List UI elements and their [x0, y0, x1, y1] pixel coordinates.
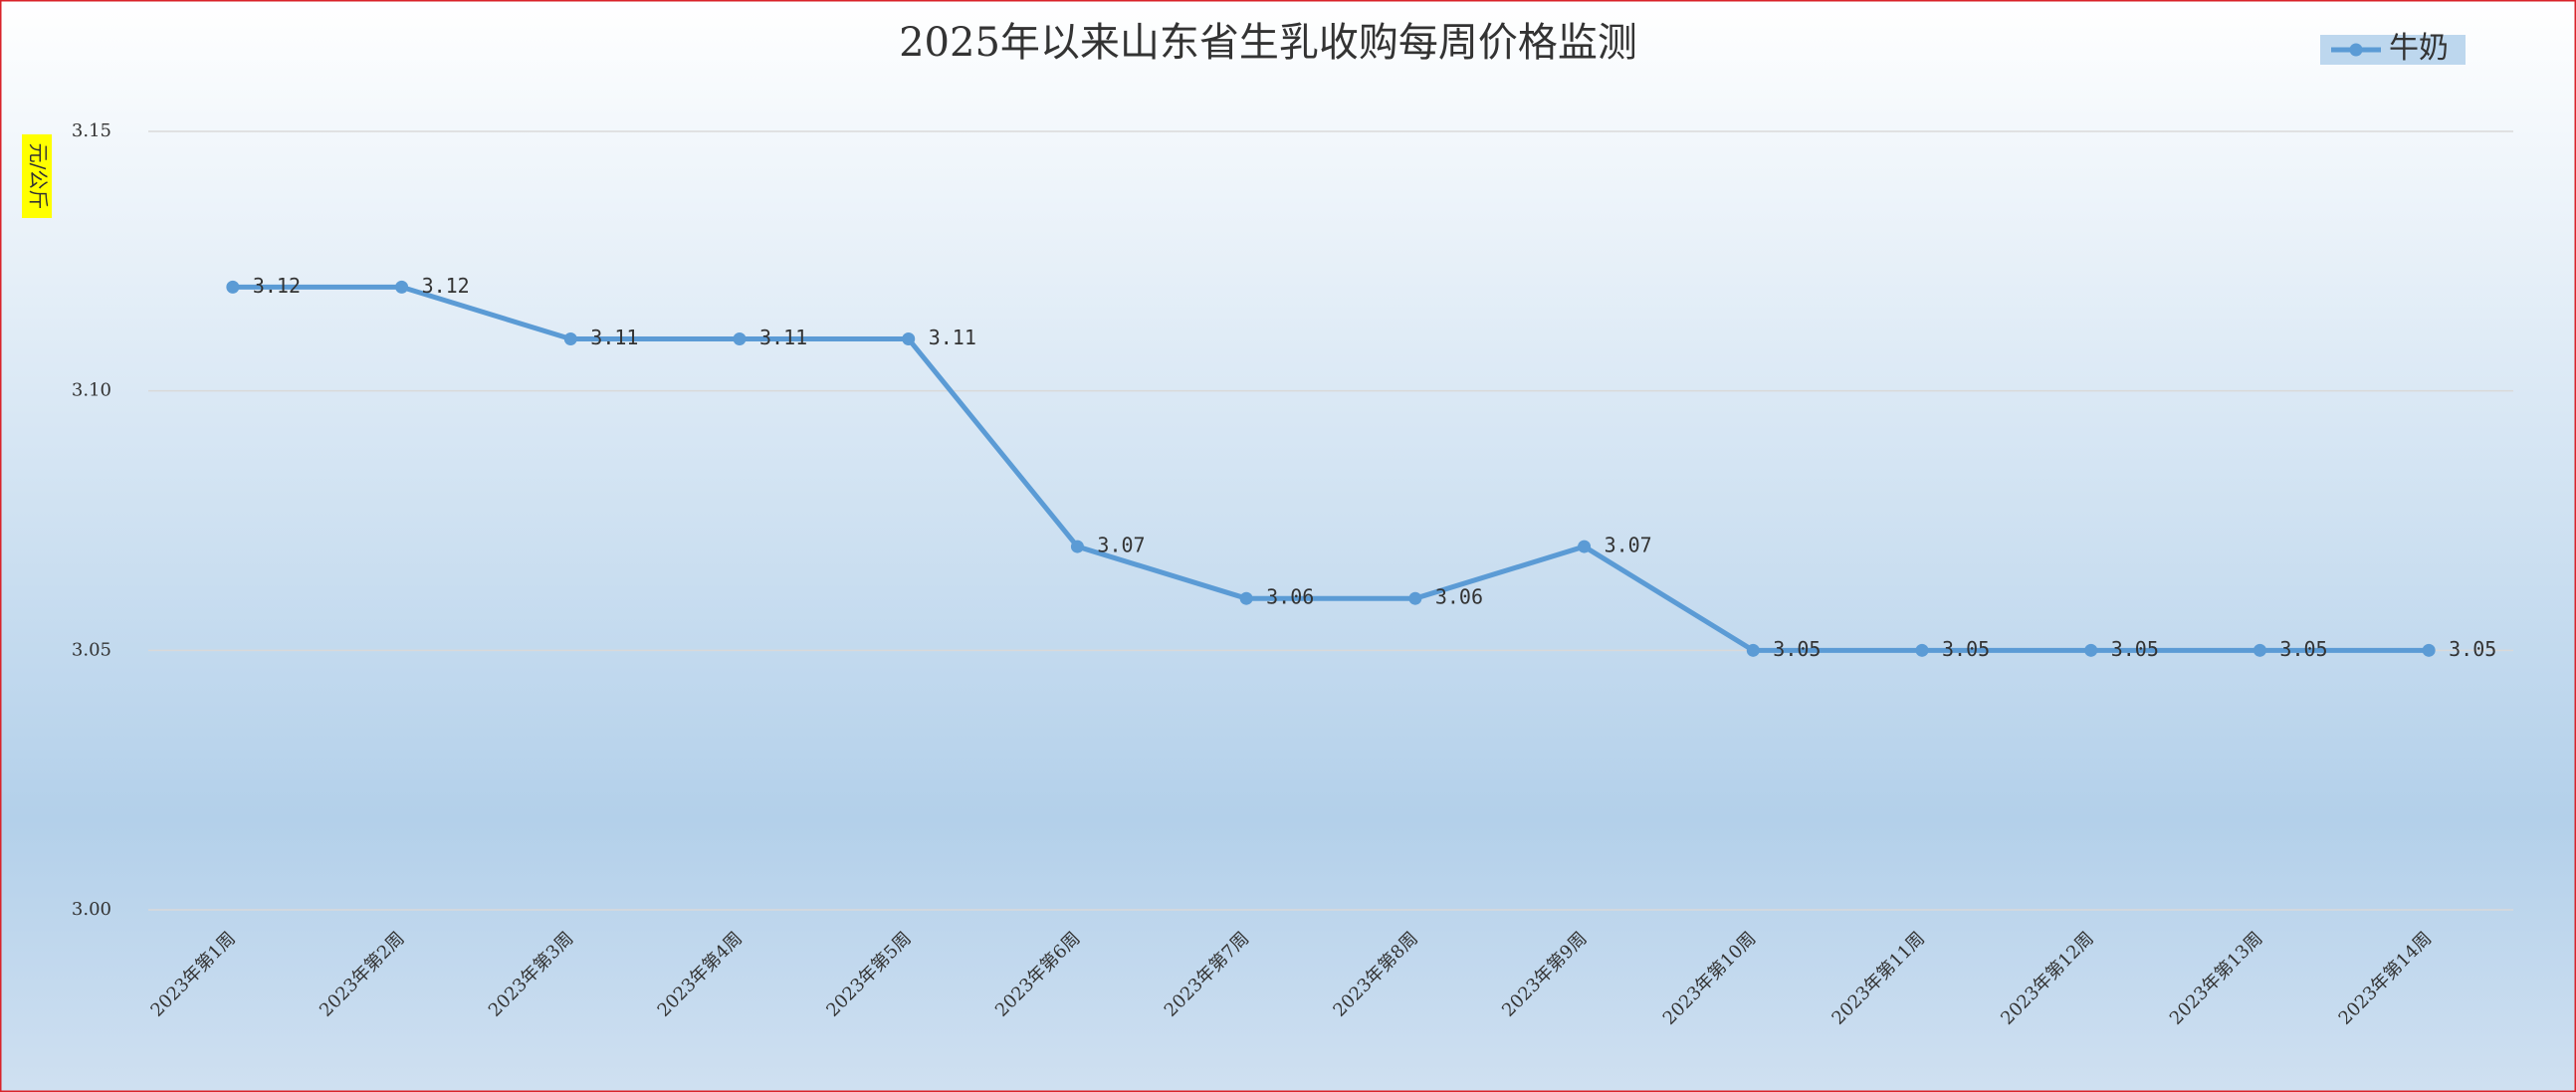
data-label: 3.05	[1942, 637, 1990, 661]
point	[1915, 643, 1929, 657]
data-label: 3.12	[253, 274, 301, 298]
point	[1070, 540, 1084, 553]
point	[2422, 643, 2436, 657]
data-label: 3.11	[759, 326, 807, 349]
data-label: 3.05	[2279, 637, 2327, 661]
point	[1408, 591, 1422, 605]
y-tick-label: 3.10	[72, 380, 111, 401]
data-label: 3.05	[1773, 637, 1821, 661]
data-label: 3.06	[1266, 585, 1314, 609]
chart-title: 2025年以来山东省生乳收购每周价格监测	[899, 20, 1637, 66]
point	[1746, 643, 1760, 657]
y-tick-label: 3.00	[72, 899, 111, 920]
legend-label: 牛奶	[2389, 31, 2449, 66]
point	[395, 280, 409, 294]
y-axis-label: 元/公斤	[27, 143, 51, 210]
data-label: 3.07	[1605, 534, 1652, 557]
point	[733, 332, 747, 346]
data-label: 3.07	[1097, 534, 1145, 557]
point	[902, 332, 916, 346]
point	[2253, 643, 2266, 657]
point	[563, 332, 577, 346]
point	[1239, 591, 1253, 605]
point	[1578, 540, 1592, 553]
y-tick-label: 3.15	[72, 120, 111, 141]
data-label: 3.06	[1435, 585, 1483, 609]
legend-marker	[2349, 43, 2363, 57]
y-tick-label: 3.05	[72, 639, 111, 660]
point	[2084, 643, 2098, 657]
point	[226, 280, 240, 294]
data-label: 3.12	[422, 274, 470, 298]
data-label: 3.11	[590, 326, 638, 349]
y-label-box	[22, 134, 52, 218]
data-label: 3.05	[2449, 637, 2496, 661]
data-label: 3.05	[2111, 637, 2159, 661]
data-label: 3.11	[929, 326, 976, 349]
series-line	[232, 284, 2430, 653]
